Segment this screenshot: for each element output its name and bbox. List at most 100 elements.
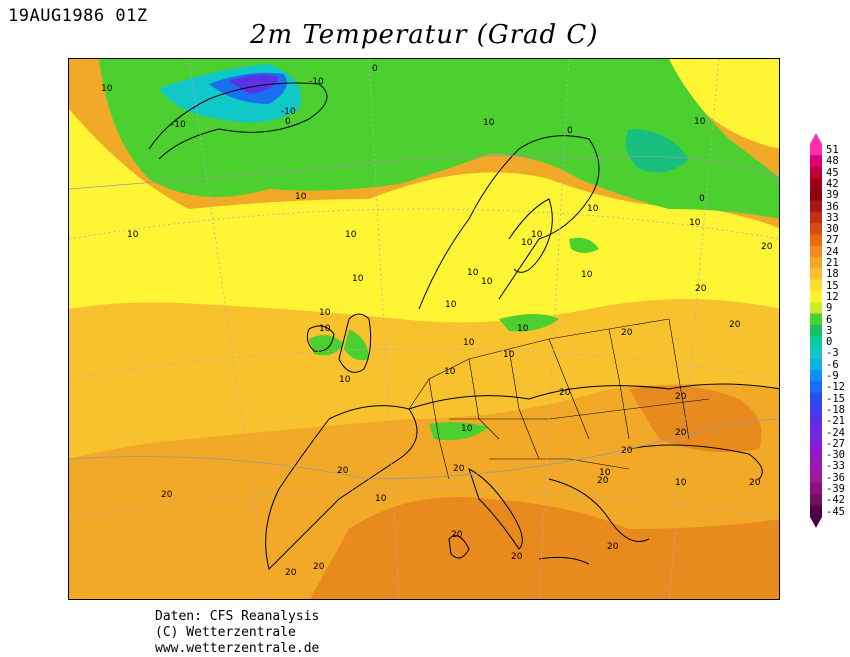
colorbar-cell <box>810 166 822 179</box>
contour-label: 10 <box>483 118 495 128</box>
credit-website-link[interactable]: www.wetterzentrale.de <box>155 641 320 656</box>
colorbar-tick-label: -9 <box>826 370 839 382</box>
colorbar-cell <box>810 268 822 281</box>
contour-label: 10 <box>127 230 139 240</box>
colorbar-tick-label: 18 <box>826 268 839 281</box>
contour-label: 0 <box>567 126 573 136</box>
graticule <box>69 59 779 599</box>
colorbar-cell <box>810 358 822 371</box>
colorbar-tick-label: 36 <box>826 200 839 213</box>
colorbar-cell <box>810 347 822 360</box>
colorbar-tick-label: 0 <box>826 336 833 349</box>
temperature-map[interactable]: 10 0 -10 -10 -10 0 10 10 0 0 10 10 10 10… <box>68 58 780 600</box>
contour-label: 10 <box>445 300 457 310</box>
colorbar-cell <box>810 211 822 224</box>
contour-label: 10 <box>531 230 543 240</box>
colorbar-tick-label: -18 <box>826 403 845 416</box>
contour-label: 10 <box>581 270 593 280</box>
colorbar-tick-label: 12 <box>826 290 839 303</box>
contour-label: -10 <box>281 107 296 117</box>
colorbar-cell <box>810 144 822 156</box>
colorbar-cell <box>810 177 822 190</box>
alps-green <box>429 422 489 441</box>
contour-label: 10 <box>521 238 533 248</box>
colorbar-tick-label: 9 <box>826 302 833 315</box>
colorbar-tick-label: 39 <box>826 189 839 202</box>
contour-label: 10 <box>467 268 479 278</box>
colorbar-tick-label: -15 <box>826 392 845 405</box>
credit-block: Daten: CFS Reanalysis (C) Wetterzentrale… <box>155 609 319 657</box>
colorbar-tick-label: 15 <box>826 279 839 292</box>
colorbar-cell <box>810 403 822 416</box>
contour-label: 10 <box>352 274 364 284</box>
greenland-coldest <box>229 74 279 94</box>
contour-label: 20 <box>313 562 325 572</box>
colorbar-cell <box>810 426 822 439</box>
contour-label: 10 <box>461 424 473 434</box>
contour-label: 20 <box>621 446 633 456</box>
contour-label: -10 <box>171 120 186 130</box>
contour-label: 0 <box>285 117 291 127</box>
contour-label: 10 <box>295 192 307 202</box>
colorbar-tick-label: 45 <box>826 166 839 179</box>
colorbar-cell <box>810 257 822 269</box>
country-borders <box>408 318 710 480</box>
colorbar-cell <box>810 449 822 461</box>
contour-label: 10 <box>463 338 475 348</box>
colorbar-cell <box>810 471 822 484</box>
contour-label: 20 <box>451 530 463 540</box>
contour-label: 10 <box>444 367 456 377</box>
northeast-yellow <box>669 59 779 149</box>
contour-label: 10 <box>375 494 387 504</box>
colorbar-cell <box>810 223 822 235</box>
colorbar-tick-label: 42 <box>826 177 839 190</box>
poland-green <box>499 314 559 332</box>
colorbar-cell <box>810 381 822 394</box>
colorbar-cell <box>810 200 822 213</box>
colorbar-tick-label: -24 <box>826 426 845 439</box>
contour-label: 10 <box>339 375 351 385</box>
colorbar-cell <box>810 302 822 314</box>
contour-labels: 10 0 -10 -10 -10 0 10 10 0 0 10 10 10 10… <box>101 64 773 578</box>
colorbar-tick-label: -12 <box>826 381 845 394</box>
ireland-green <box>309 335 344 356</box>
contour-label: 20 <box>285 568 297 578</box>
contour-label: 20 <box>729 320 741 330</box>
colorbar-cell <box>810 290 822 303</box>
contour-label: -10 <box>309 77 324 87</box>
east-warm-zone <box>629 385 762 453</box>
contour-label: 10 <box>481 277 493 287</box>
cold-patch-east <box>625 129 689 173</box>
contour-label: 0 <box>699 194 705 204</box>
britain-green <box>344 329 369 361</box>
colorbar-tick-label: 51 <box>826 144 839 156</box>
colorbar-tick-label: 3 <box>826 324 833 337</box>
contour-label: 10 <box>319 324 331 334</box>
coastlines <box>148 82 779 570</box>
contour-label: 10 <box>689 218 701 228</box>
colorbar-cell <box>810 313 822 326</box>
colorbar-cell <box>810 155 822 168</box>
colorbar-tick-label: -30 <box>826 449 845 462</box>
contour-label: 20 <box>675 392 687 402</box>
colorbar-cell <box>810 189 822 201</box>
colorbar-cell <box>810 279 822 292</box>
contour-label: 20 <box>161 490 173 500</box>
contour-label: 10 <box>319 308 331 318</box>
colorbar-cell <box>810 234 822 247</box>
credit-copyright: (C) Wetterzentrale <box>155 625 296 640</box>
colorbar-tick-label: -3 <box>826 347 839 360</box>
colorbar-tick-label: -42 <box>826 494 845 507</box>
colorbar-tick-label: 33 <box>826 211 839 224</box>
colorbar-tick-label: -21 <box>826 415 845 428</box>
colorbar-cell <box>810 245 822 258</box>
contour-label: 10 <box>345 230 357 240</box>
contour-label: 20 <box>607 542 619 552</box>
contour-label: 20 <box>675 428 687 438</box>
colorbar-cell <box>810 324 822 337</box>
mediterranean-warm-zone <box>310 497 779 599</box>
colorbar-tick-label: -33 <box>826 460 845 473</box>
colorbar-tick-label: -39 <box>826 483 845 495</box>
colorbar-cell <box>810 415 822 427</box>
colorbar-cell <box>810 437 822 450</box>
